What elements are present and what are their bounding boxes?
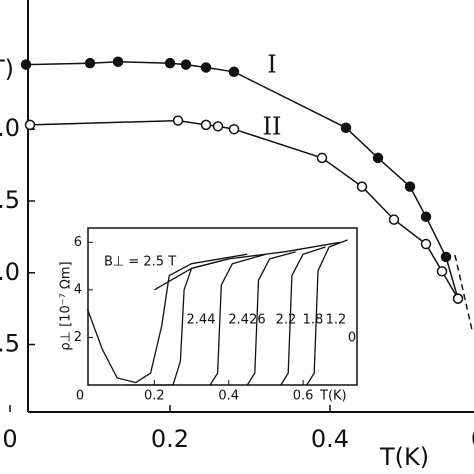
marker bbox=[420, 211, 432, 223]
marker bbox=[84, 57, 96, 69]
y-tick-label: .5 bbox=[0, 186, 20, 214]
inset-curve-label: 0 bbox=[348, 331, 356, 346]
dashed-line bbox=[454, 254, 473, 331]
marker bbox=[436, 266, 448, 277]
inset: 0 0.2 0.4 0.6 T(K) 2 4 6ρ⊥ [10⁻⁷ Ωm] B⊥ = 2.5 T 2… bbox=[59, 227, 358, 404]
marker bbox=[180, 59, 192, 70]
x-tick-label: 0.4 bbox=[311, 425, 349, 453]
inset-curve bbox=[306, 239, 348, 386]
inset-curve bbox=[246, 251, 296, 386]
y-tick-label: .0 bbox=[0, 258, 20, 286]
marker bbox=[20, 59, 32, 70]
x-tick-label: 0 bbox=[2, 425, 17, 453]
x-tick-label: 0.2 bbox=[151, 425, 189, 453]
inset-curve-label: 1.8 bbox=[303, 313, 324, 328]
marker bbox=[200, 62, 212, 73]
inset-curve bbox=[280, 246, 326, 386]
marker bbox=[228, 66, 240, 78]
inset-frame bbox=[87, 227, 358, 386]
inset-x-tick-label: 0 bbox=[76, 389, 84, 404]
marker bbox=[372, 152, 384, 164]
marker bbox=[452, 293, 464, 304]
marker bbox=[316, 152, 328, 164]
inset-curve bbox=[86, 253, 248, 384]
inset-curve-label: 1.2 bbox=[326, 313, 347, 328]
marker bbox=[164, 57, 176, 69]
marker bbox=[212, 121, 224, 132]
marker bbox=[172, 115, 184, 126]
x-axis-label: T(K) bbox=[379, 443, 429, 471]
marker bbox=[340, 122, 352, 134]
marker bbox=[200, 119, 212, 131]
inset-x-tick-label: 0.2 bbox=[144, 389, 165, 404]
inset-curve-label: 2.2 bbox=[276, 313, 297, 328]
marker bbox=[24, 119, 36, 131]
marker bbox=[112, 56, 124, 67]
marker bbox=[420, 238, 432, 250]
inset-curve-label: 2.44 bbox=[187, 313, 216, 328]
marker bbox=[228, 123, 240, 135]
y-axis-label: T) bbox=[0, 55, 14, 83]
x-tick-label: 0.6 bbox=[471, 425, 474, 453]
inset-y-axis-label: ρ⊥ [10⁻⁷ Ωm] bbox=[59, 261, 74, 350]
marker bbox=[356, 181, 368, 192]
inset-curve bbox=[124, 258, 229, 386]
inset-y-tick-label: 6 bbox=[74, 235, 82, 250]
curve-label: I bbox=[267, 51, 276, 79]
marker bbox=[404, 181, 416, 192]
inset-curve bbox=[209, 253, 267, 386]
y-tick-label: .5 bbox=[0, 330, 20, 358]
inset-y-tick-label: 2 bbox=[74, 330, 82, 345]
y-tick-label: .0 bbox=[0, 114, 20, 142]
inset-x-axis-label: T(K) bbox=[319, 389, 347, 404]
marker bbox=[388, 214, 400, 225]
marker bbox=[440, 251, 452, 263]
inset-y-tick-label: 4 bbox=[74, 282, 82, 297]
curve-label: II bbox=[263, 113, 282, 141]
inset-x-tick-label: 0.4 bbox=[218, 389, 239, 404]
inset-curve-label: 2.426 bbox=[228, 313, 265, 328]
inset-x-tick-label: 0.6 bbox=[293, 389, 314, 404]
inset-curve-label: B⊥ = 2.5 T bbox=[104, 255, 176, 270]
